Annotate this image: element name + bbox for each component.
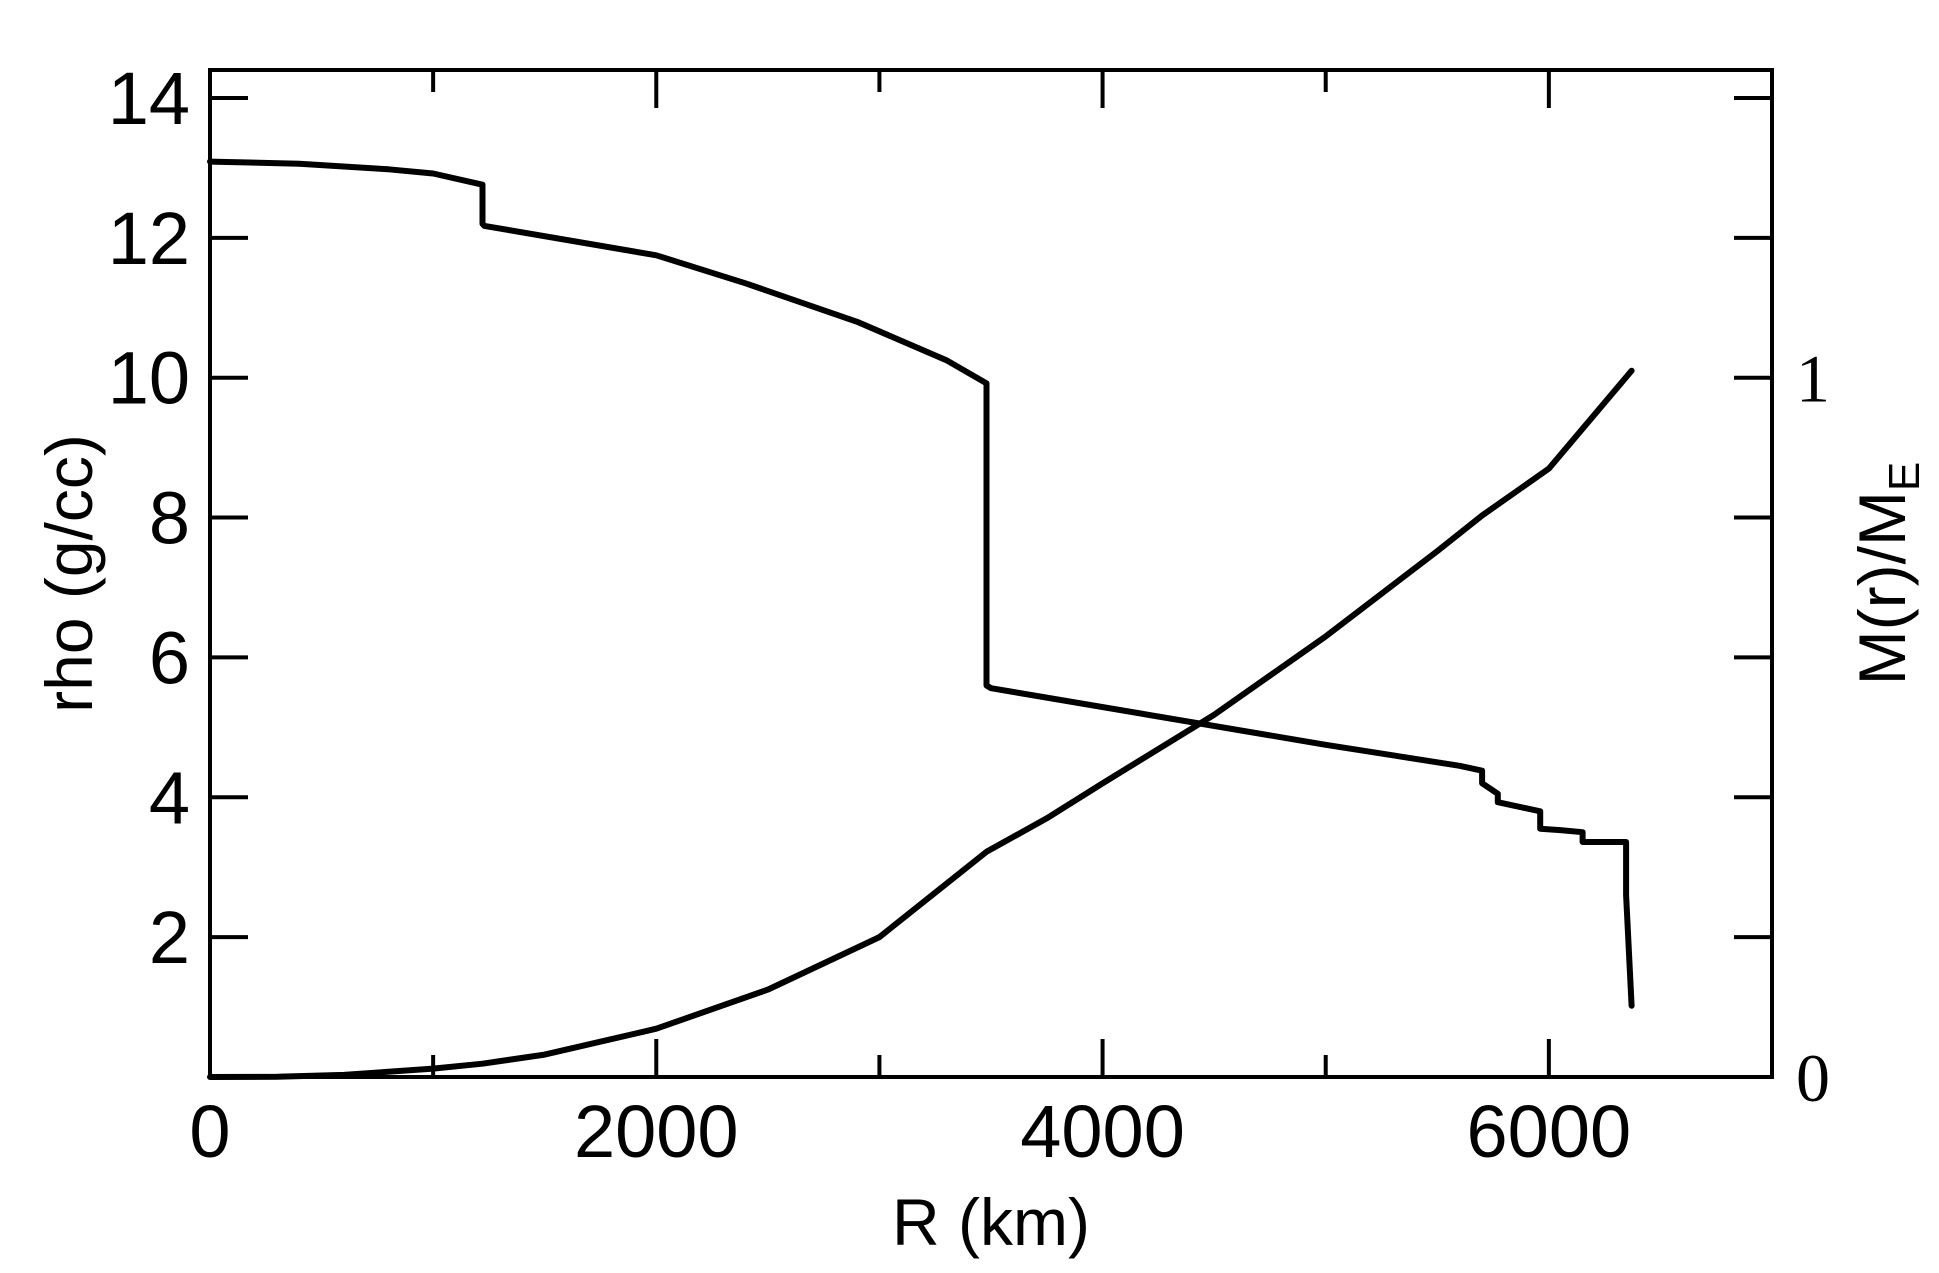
tick-labels: 0 2000 4000 6000 2 4 6 8 10 12 14 0 1 bbox=[108, 57, 1830, 1173]
y-tick-label: 2 bbox=[149, 896, 190, 979]
x-tick-label: 2000 bbox=[574, 1090, 739, 1173]
x-tick-label: 6000 bbox=[1467, 1090, 1632, 1173]
y-tick-label: 12 bbox=[108, 197, 190, 280]
y2-tick-label: 1 bbox=[1796, 341, 1830, 417]
right-y-axis-label-main: M(r)/M bbox=[1845, 491, 1919, 685]
x-tick-label: 0 bbox=[189, 1090, 230, 1173]
density-series-line bbox=[207, 158, 1635, 1009]
x-tick-label: 4000 bbox=[1020, 1090, 1185, 1173]
y-tick-label: 4 bbox=[149, 756, 190, 839]
right-y-axis-label-subscript: E bbox=[1880, 462, 1929, 491]
y-tick-label: 6 bbox=[149, 616, 190, 699]
x-axis-label: R (km) bbox=[892, 1185, 1090, 1259]
tick-marks bbox=[208, 70, 1774, 1077]
right-y-axis-label: M(r)/ME bbox=[1845, 462, 1929, 686]
y-axis-label: rho (g/cc) bbox=[32, 434, 106, 713]
y-tick-label: 8 bbox=[149, 477, 190, 560]
y2-tick-label: 0 bbox=[1796, 1040, 1830, 1116]
plot-frame bbox=[208, 68, 1774, 1079]
series-lines bbox=[207, 158, 1635, 1080]
y-tick-label: 14 bbox=[108, 57, 190, 140]
y-tick-label: 10 bbox=[108, 337, 190, 420]
mass-series-line bbox=[207, 367, 1635, 1080]
